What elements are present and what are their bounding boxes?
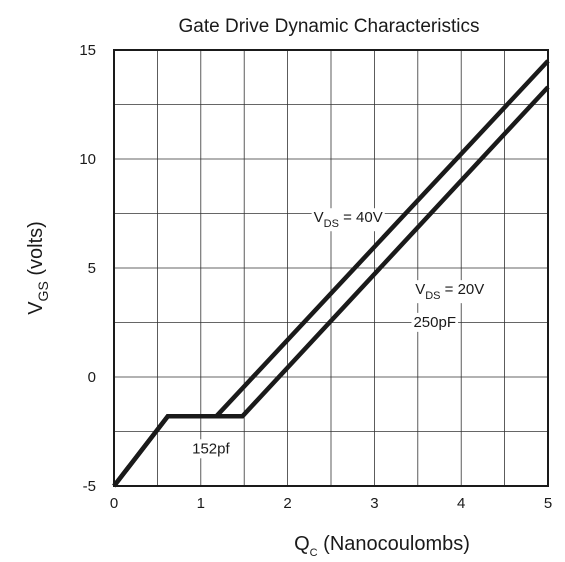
tick-labels: 0 1 2 3 4 5 -5 0 5 10 15 (79, 42, 552, 512)
annotation-1: VDS = 40V (311, 208, 385, 232)
x-axis-label: QC (Nanocoulombs) (294, 533, 470, 559)
annotation-text: VDS = 20V (415, 281, 484, 302)
grid (114, 50, 548, 486)
annotation-background (411, 312, 459, 332)
y-tick-label: 10 (79, 151, 96, 168)
annotation-background (311, 208, 385, 232)
annotation-3: 250pF (411, 312, 459, 332)
annotation-2: VDS = 20V (413, 280, 487, 304)
y-tick-label: 15 (79, 42, 96, 59)
annotation-background (413, 280, 487, 304)
annotation-text: VDS = 40V (314, 209, 383, 230)
annotation-main: V (314, 209, 324, 226)
x-axis-label-main: Q (294, 533, 310, 555)
annotation-text: 152pf (192, 440, 230, 457)
x-tick-label: 1 (197, 495, 205, 512)
y-tick-label: 5 (88, 260, 96, 277)
chart-title: Gate Drive Dynamic Characteristics (179, 16, 480, 37)
y-axis-label-rest: (volts) (25, 221, 47, 281)
series-layer (112, 59, 550, 488)
y-tick-label: 0 (88, 369, 96, 386)
series-line-2 (112, 85, 550, 488)
x-axis-label-sub: C (310, 547, 318, 559)
y-axis-label-sub: GS (35, 281, 51, 301)
annotation-sub: DS (324, 218, 339, 230)
annotation-main: V (415, 281, 425, 298)
annotation-background (190, 439, 233, 459)
annotation-sub: DS (425, 290, 440, 302)
annotation-rest: = 20V (440, 281, 484, 298)
y-axis-label-main: V (25, 301, 47, 315)
x-tick-label: 4 (457, 495, 465, 512)
x-axis-label-rest: (Nanocoulombs) (318, 533, 470, 555)
annotation-4: 152pf (190, 439, 233, 459)
x-tick-label: 5 (544, 495, 552, 512)
x-tick-label: 2 (283, 495, 291, 512)
y-tick-label: -5 (83, 478, 96, 495)
annotation-rest: = 40V (339, 209, 383, 226)
x-tick-label: 0 (110, 495, 118, 512)
x-tick-label: 3 (370, 495, 378, 512)
y-axis-label: VGS (volts) (25, 221, 51, 315)
annotation-text: 250pF (413, 314, 456, 331)
plot-frame (113, 49, 549, 487)
